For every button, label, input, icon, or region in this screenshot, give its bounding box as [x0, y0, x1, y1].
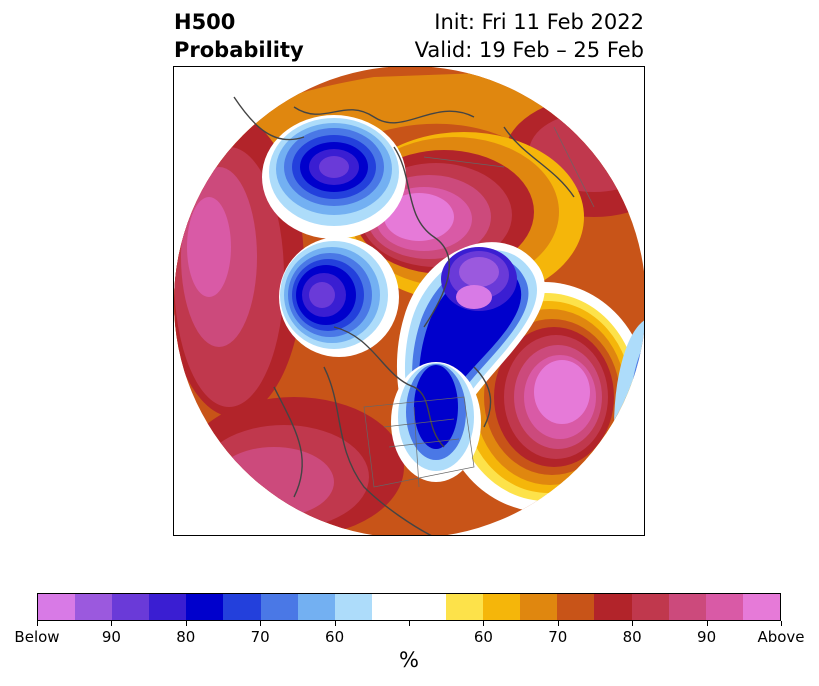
colorbar-segment — [742, 594, 780, 620]
colorbar-segment — [297, 594, 335, 620]
colorbar-tick — [483, 621, 485, 626]
colorbar-unit-label: % — [399, 648, 419, 672]
colorbar-tick — [111, 621, 113, 626]
colorbar-segment — [371, 594, 409, 620]
colorbar-tick-label: Above — [757, 628, 805, 646]
colorbar-segment — [223, 594, 261, 620]
colorbar-segment — [631, 594, 669, 620]
colorbar-segment — [668, 594, 706, 620]
colorbar-tick-label: 80 — [622, 628, 642, 646]
colorbar-segment — [408, 594, 447, 620]
colorbar-tick-label: 70 — [250, 628, 270, 646]
colorbar-segment — [334, 594, 372, 620]
colorbar-tick-label: 80 — [176, 628, 196, 646]
colorbar-tick-label: 90 — [697, 628, 717, 646]
colorbar-tick — [706, 621, 708, 626]
colorbar-segment — [186, 594, 224, 620]
colorbar-tick — [37, 621, 38, 626]
colorbar-segment — [260, 594, 298, 620]
map-frame — [173, 66, 645, 536]
colorbar-tick — [334, 621, 336, 626]
colorbar-tick — [632, 621, 634, 626]
colorbar-segment — [38, 594, 76, 620]
colorbar-tick-label: 70 — [548, 628, 568, 646]
colorbar-tick-label: 60 — [325, 628, 345, 646]
colorbar-segment — [149, 594, 187, 620]
colorbar — [37, 593, 781, 621]
colorbar-segment — [594, 594, 632, 620]
colorbar-tick — [409, 621, 410, 626]
colorbar-segment — [520, 594, 558, 620]
title-variable: H500 — [174, 10, 236, 34]
colorbar-tick — [781, 621, 782, 626]
colorbar-segment — [705, 594, 743, 620]
colorbar-tick — [557, 621, 559, 626]
init-date-label: Init: Fri 11 Feb 2022 — [434, 10, 644, 34]
colorbar-segment — [557, 594, 595, 620]
probability-map — [174, 67, 644, 535]
title-quantity: Probability — [174, 38, 304, 62]
colorbar-tick — [185, 621, 187, 626]
colorbar-tick-label: 90 — [101, 628, 121, 646]
colorbar-tick-label: Below — [14, 628, 60, 646]
colorbar-segment — [446, 594, 484, 620]
chart-title-left: H500 Probability — [174, 8, 304, 64]
valid-range-label: Valid: 19 Feb – 25 Feb — [414, 38, 644, 62]
colorbar-segment — [112, 594, 150, 620]
colorbar-tick — [260, 621, 262, 626]
colorbar-ticks — [37, 621, 782, 629]
colorbar-segment — [75, 594, 113, 620]
colorbar-tick-label: 60 — [473, 628, 493, 646]
chart-title-right: Init: Fri 11 Feb 2022 Valid: 19 Feb – 25… — [415, 8, 644, 64]
colorbar-segment — [483, 594, 521, 620]
